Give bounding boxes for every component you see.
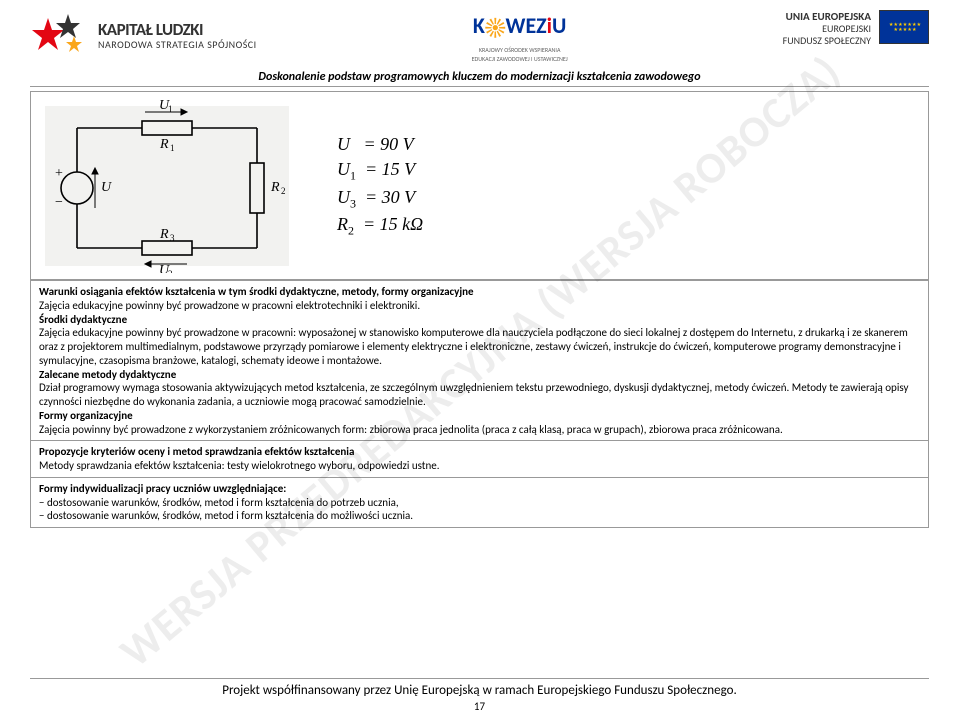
footer: Projekt współfinansowany przez Unię Euro…: [0, 678, 959, 713]
text-section-2: Propozycje kryteriów oceny i metod spraw…: [31, 440, 928, 477]
kow-mid: WEZ: [506, 12, 547, 39]
text-section-1: Warunki osiągania efektów kształcenia w …: [31, 280, 928, 440]
p4: Zajęcia edukacyjne powinny być prowadzon…: [39, 326, 920, 367]
svg-text:1: 1: [168, 104, 173, 114]
main-content: U1 R1 R2 R3 U3 U + − U = 90 V U1 = 15 V …: [0, 87, 959, 528]
s2-p: Metody sprawdzania efektów kształcenia: …: [39, 459, 920, 473]
eq3-l: U: [337, 187, 350, 207]
p5: Zalecane metody dydaktyczne: [39, 368, 920, 382]
svg-text:3: 3: [168, 269, 173, 273]
svg-text:U: U: [101, 180, 112, 195]
eq1-r: = 90 V: [364, 134, 414, 154]
eu-logo: UNIA EUROPEJSKA EUROPEJSKI FUNDUSZ SPOŁE…: [783, 10, 929, 47]
koweziu-logo: K☀WEZiU KRAJOWY OŚRODEK WSPIERANIA EDUKA…: [472, 10, 568, 62]
eq3-r: = 30 V: [365, 187, 415, 207]
s3-b: Formy indywidualizacji pracy uczniów uwz…: [39, 482, 920, 496]
eq2-s: 1: [350, 169, 356, 183]
p7: Formy organizacyjne: [39, 409, 920, 423]
p2: Zajęcia edukacyjne powinny być prowadzon…: [39, 299, 920, 313]
kl-title: KAPITAŁ LUDZKI: [98, 19, 257, 40]
eq4-s: 2: [348, 224, 354, 238]
sun-icon: ☀: [485, 10, 506, 45]
kow-k: K: [473, 12, 485, 39]
svg-text:1: 1: [170, 143, 175, 153]
p8: Zajęcia powinny być prowadzone z wykorzy…: [39, 423, 920, 437]
svg-text:3: 3: [170, 233, 175, 243]
s2-b: Propozycje kryteriów oceny i metod spraw…: [39, 445, 920, 459]
p6: Dział programowy wymaga stosowania aktyw…: [39, 381, 920, 409]
s3-p1: − dostosowanie warunków, środków, metod …: [39, 496, 920, 510]
eu-line3: FUNDUSZ SPOŁECZNY: [783, 35, 871, 47]
footer-text: Projekt współfinansowany przez Unię Euro…: [0, 683, 959, 698]
s3-p2: − dostosowanie warunków, środków, metod …: [39, 509, 920, 523]
circuit-diagram: U1 R1 R2 R3 U3 U + −: [37, 98, 297, 273]
eq4-l: R: [337, 214, 348, 234]
eq2-r: = 15 V: [365, 159, 415, 179]
eq2-l: U: [337, 159, 350, 179]
p1: Warunki osiągania efektów kształcenia w …: [39, 285, 920, 299]
kl-star-icon: [30, 10, 90, 60]
kow-sub2: EDUKACJI ZAWODOWEJ I USTAWICZNEJ: [472, 56, 568, 63]
equation-block: U = 90 V U1 = 15 V U3 = 30 V R2 = 15 kΩ: [337, 132, 423, 239]
kow-sub1: KRAJOWY OŚRODEK WSPIERANIA: [472, 47, 568, 54]
svg-text:R: R: [270, 180, 280, 195]
page-subtitle: Doskonalenie podstaw programowych klucze…: [30, 62, 929, 87]
svg-text:+: +: [55, 166, 63, 181]
eq1-l: U: [337, 134, 350, 154]
p3: Środki dydaktyczne: [39, 313, 920, 327]
eq3-s: 3: [350, 196, 356, 210]
page-number: 17: [0, 700, 959, 713]
svg-text:−: −: [55, 195, 63, 210]
eu-flag-icon: [879, 10, 929, 44]
eq4-r: = 15 kΩ: [363, 214, 423, 234]
kl-subtitle: NARODOWA STRATEGIA SPÓJNOŚCI: [98, 38, 257, 51]
header: KAPITAŁ LUDZKI NARODOWA STRATEGIA SPÓJNO…: [0, 0, 959, 62]
svg-text:2: 2: [281, 186, 286, 196]
text-section-3: Formy indywidualizacji pracy uczniów uwz…: [31, 477, 928, 527]
kapital-ludzki-logo: KAPITAŁ LUDZKI NARODOWA STRATEGIA SPÓJNO…: [30, 10, 257, 60]
svg-text:R: R: [159, 137, 169, 152]
svg-text:R: R: [159, 227, 169, 242]
kow-u: U: [552, 12, 566, 39]
